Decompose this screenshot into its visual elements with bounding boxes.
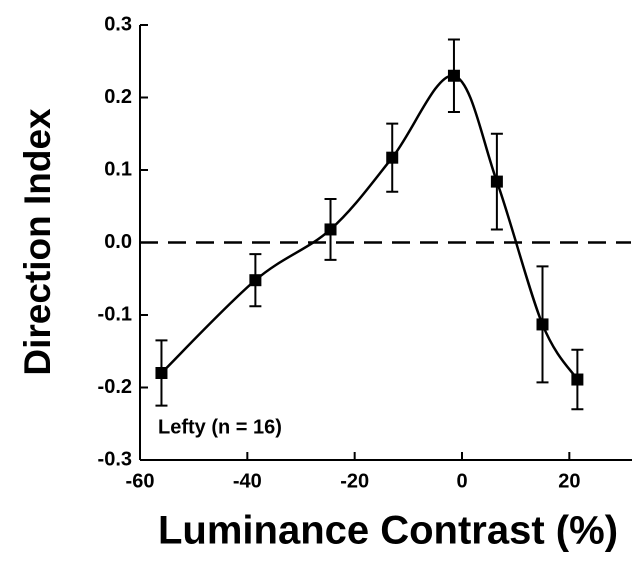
marker: [490, 175, 503, 188]
marker: [324, 223, 337, 236]
x-tick-label: -40: [233, 470, 262, 492]
annotation: Lefty (n = 16): [158, 416, 282, 438]
x-tick-label: -60: [126, 470, 155, 492]
y-tick-label: 0.0: [104, 231, 132, 253]
x-axis-label: Luminance Contrast (%): [158, 509, 618, 553]
y-axis-label: Direction Index: [17, 108, 58, 376]
line: [160, 74, 579, 381]
marker: [571, 373, 584, 386]
y-tick-label: -0.1: [98, 303, 132, 325]
marker: [249, 274, 262, 287]
y-tick-label: 0.3: [104, 13, 132, 35]
marker: [155, 367, 168, 379]
x-tick-label: -20: [340, 470, 369, 492]
x-tick-label: 0: [456, 470, 467, 492]
marker: [386, 151, 399, 164]
marker: [536, 318, 549, 331]
y-tick-label: 0.1: [104, 158, 132, 180]
marker: [447, 69, 460, 82]
x-tick-label: 20: [558, 470, 580, 492]
y-tick-label: -0.3: [98, 448, 132, 470]
y-tick-label: -0.2: [98, 376, 132, 398]
y-tick-label: 0.2: [104, 86, 132, 108]
